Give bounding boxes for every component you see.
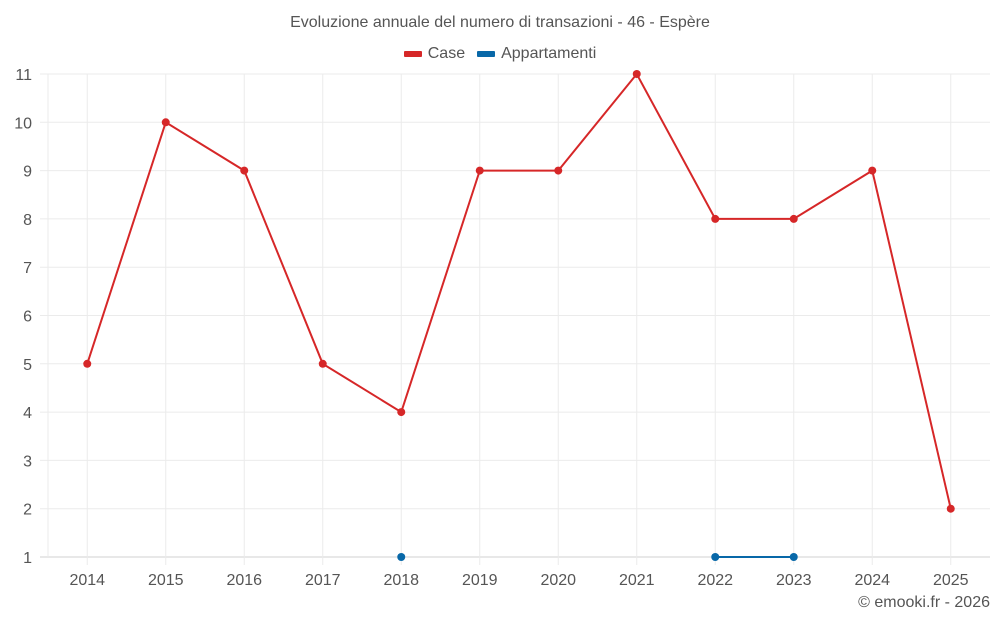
y-tick-label: 9 — [23, 164, 32, 181]
y-tick-label: 4 — [23, 405, 32, 422]
legend-label-appartamenti: Appartamenti — [501, 45, 597, 62]
x-tick-label: 2016 — [226, 572, 262, 589]
legend-item-case[interactable]: Case — [403, 45, 466, 63]
series-line-case — [86, 72, 952, 509]
y-tick-label: 6 — [23, 309, 32, 326]
legend-swatch-appartamenti — [477, 51, 496, 57]
data-point-appartamenti[interactable] — [789, 553, 798, 561]
credit-text: © emooki.fr - 2026 — [858, 594, 990, 611]
legend: Case Appartamenti — [0, 45, 1000, 63]
data-point-appartamenti[interactable] — [397, 553, 406, 561]
data-point-case[interactable] — [946, 504, 955, 513]
x-tick-label: 2024 — [854, 572, 890, 589]
x-tick-label: 2019 — [462, 572, 498, 589]
y-tick-label: 1 — [23, 550, 32, 567]
x-tick-label: 2015 — [148, 572, 184, 589]
x-tick-label: 2025 — [933, 572, 969, 589]
data-point-case[interactable] — [711, 214, 720, 223]
y-tick-label: 5 — [23, 357, 32, 374]
data-point-case[interactable] — [475, 166, 484, 175]
x-tick-label: 2023 — [776, 572, 812, 589]
y-tick-label: 8 — [23, 212, 32, 229]
data-point-case[interactable] — [161, 118, 170, 127]
data-point-case[interactable] — [240, 166, 249, 175]
data-point-case[interactable] — [554, 166, 563, 175]
y-tick-label: 2 — [23, 502, 32, 519]
data-point-case[interactable] — [868, 166, 877, 175]
x-tick-label: 2017 — [305, 572, 341, 589]
x-tick-label: 2021 — [619, 572, 655, 589]
y-tick-label: 7 — [23, 260, 32, 277]
x-tick-label: 2018 — [383, 572, 419, 589]
x-tick-label: 2020 — [540, 572, 576, 589]
x-tick-label: 2022 — [697, 572, 733, 589]
y-tick-label: 3 — [23, 453, 32, 470]
y-tick-label: 11 — [15, 67, 32, 84]
data-point-case[interactable] — [632, 70, 641, 78]
data-point-case[interactable] — [397, 408, 406, 417]
legend-swatch-case — [403, 51, 422, 57]
data-point-case[interactable] — [83, 359, 92, 368]
data-point-case[interactable] — [318, 359, 327, 368]
y-tick-label: 10 — [14, 115, 32, 132]
data-point-appartamenti[interactable] — [711, 553, 720, 561]
legend-label-case: Case — [427, 45, 466, 62]
x-tick-label: 2014 — [69, 572, 105, 589]
chart-title: Evoluzione annuale del numero di transaz… — [290, 14, 710, 31]
legend-item-appartamenti[interactable]: Appartamenti — [477, 45, 596, 63]
data-point-case[interactable] — [789, 214, 798, 223]
